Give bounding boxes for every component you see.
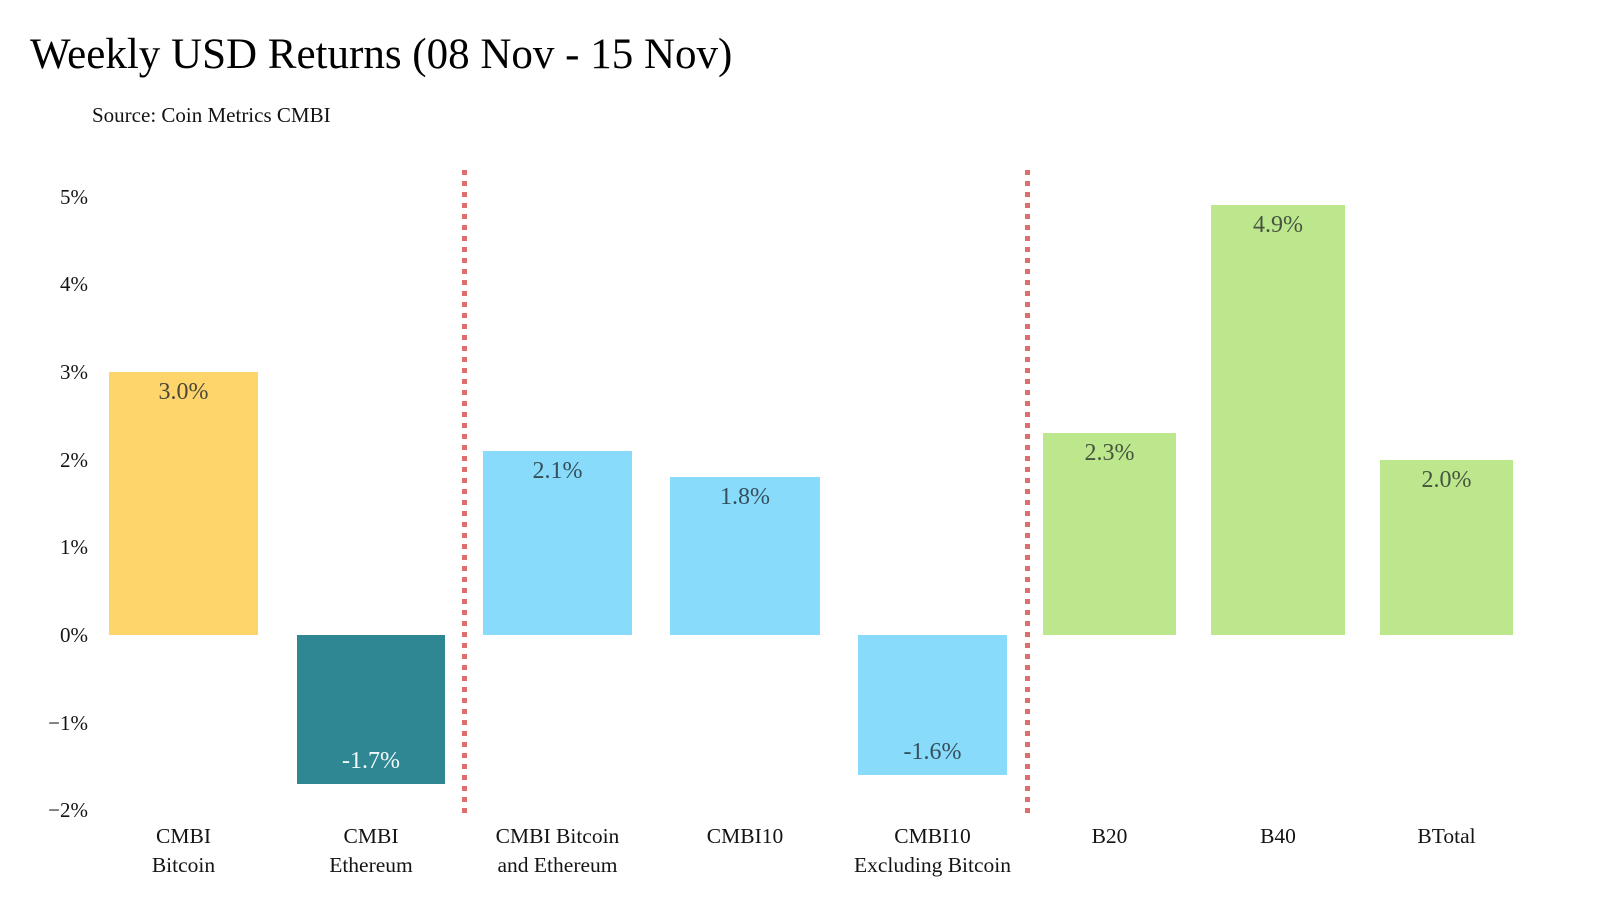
bar-value-label: 3.0% — [158, 378, 209, 405]
y-axis-tick-label: 5% — [60, 184, 88, 209]
bar-cmbi-bitcoin-and-ethereum: 2.1% — [483, 450, 632, 635]
group-separator-dotted-line — [1025, 170, 1030, 818]
bar-cmbi10: 1.8% — [670, 477, 820, 635]
x-axis-label-line: Ethereum — [329, 853, 413, 877]
y-axis-tick-label: 1% — [60, 535, 88, 560]
x-axis-label-cmbi-bitcoin: CMBI Bitcoin — [34, 822, 334, 880]
bar-value-label: 2.3% — [1084, 440, 1135, 467]
x-axis-label-line: CMBI10 — [894, 824, 971, 848]
bar-cmbi10-excluding-bitcoin: -1.6% — [858, 635, 1007, 776]
y-axis-tick-label: −2% — [48, 798, 88, 823]
bar-btotal: 2.0% — [1380, 459, 1513, 635]
x-axis-label-cmbi-ethereum: CMBI Ethereum — [221, 822, 521, 880]
x-axis-label-line: B40 — [1260, 824, 1296, 848]
y-axis-tick-label: 0% — [60, 623, 88, 647]
x-axis-label-line: CMBI — [343, 824, 399, 848]
y-axis-tick-label: 3% — [60, 359, 88, 384]
y-axis-tick-label: 2% — [60, 447, 88, 472]
bar-value-label: -1.7% — [342, 748, 400, 775]
x-axis-label-b20: B20 — [960, 822, 1260, 851]
x-axis-label-line: BTotal — [1417, 824, 1476, 848]
bar-cmbi-bitcoin: 3.0% — [109, 371, 258, 635]
chart-source: Source: Coin Metrics CMBI — [92, 103, 331, 127]
bar-b20: 2.3% — [1043, 433, 1176, 635]
x-axis-label-line: Bitcoin — [151, 853, 216, 877]
x-axis-label-b40: B40 — [1128, 822, 1428, 851]
x-axis-label-line: CMBI — [156, 824, 211, 848]
bar-value-label: 4.9% — [1253, 212, 1303, 239]
bar-value-label: 2.1% — [532, 457, 583, 484]
x-axis-label-cmbi-bitcoin-and-ethereum: CMBI Bitcoin and Ethereum — [408, 822, 708, 880]
bar-b40: 4.9% — [1211, 205, 1345, 635]
x-axis-label-line: and Ethereum — [497, 853, 618, 877]
y-axis-tick-label: 4% — [60, 272, 88, 297]
chart-title: Weekly USD Returns (08 Nov - 15 Nov) — [30, 31, 733, 78]
bar-cmbi-ethereum: -1.7% — [297, 635, 445, 785]
bar-value-label: -1.6% — [903, 739, 962, 766]
x-axis-label-cmbi10: CMBI10 — [595, 822, 895, 851]
x-axis-label-line: CMBI Bitcoin — [495, 824, 620, 848]
x-axis-label-line: B20 — [1091, 824, 1128, 848]
bar-value-label: 2.0% — [1421, 466, 1472, 493]
y-axis-tick-label: −1% — [48, 710, 88, 735]
group-separator-dotted-line — [462, 170, 467, 818]
x-axis-label-line: CMBI10 — [706, 824, 784, 848]
x-axis-label-cmbi10-excluding-bitcoin: CMBI10 Excluding Bitcoin — [783, 822, 1083, 880]
x-axis-label-line: Excluding Bitcoin — [853, 853, 1012, 877]
x-axis-label-btotal: BTotal — [1297, 822, 1597, 851]
bar-value-label: 1.8% — [720, 484, 770, 511]
